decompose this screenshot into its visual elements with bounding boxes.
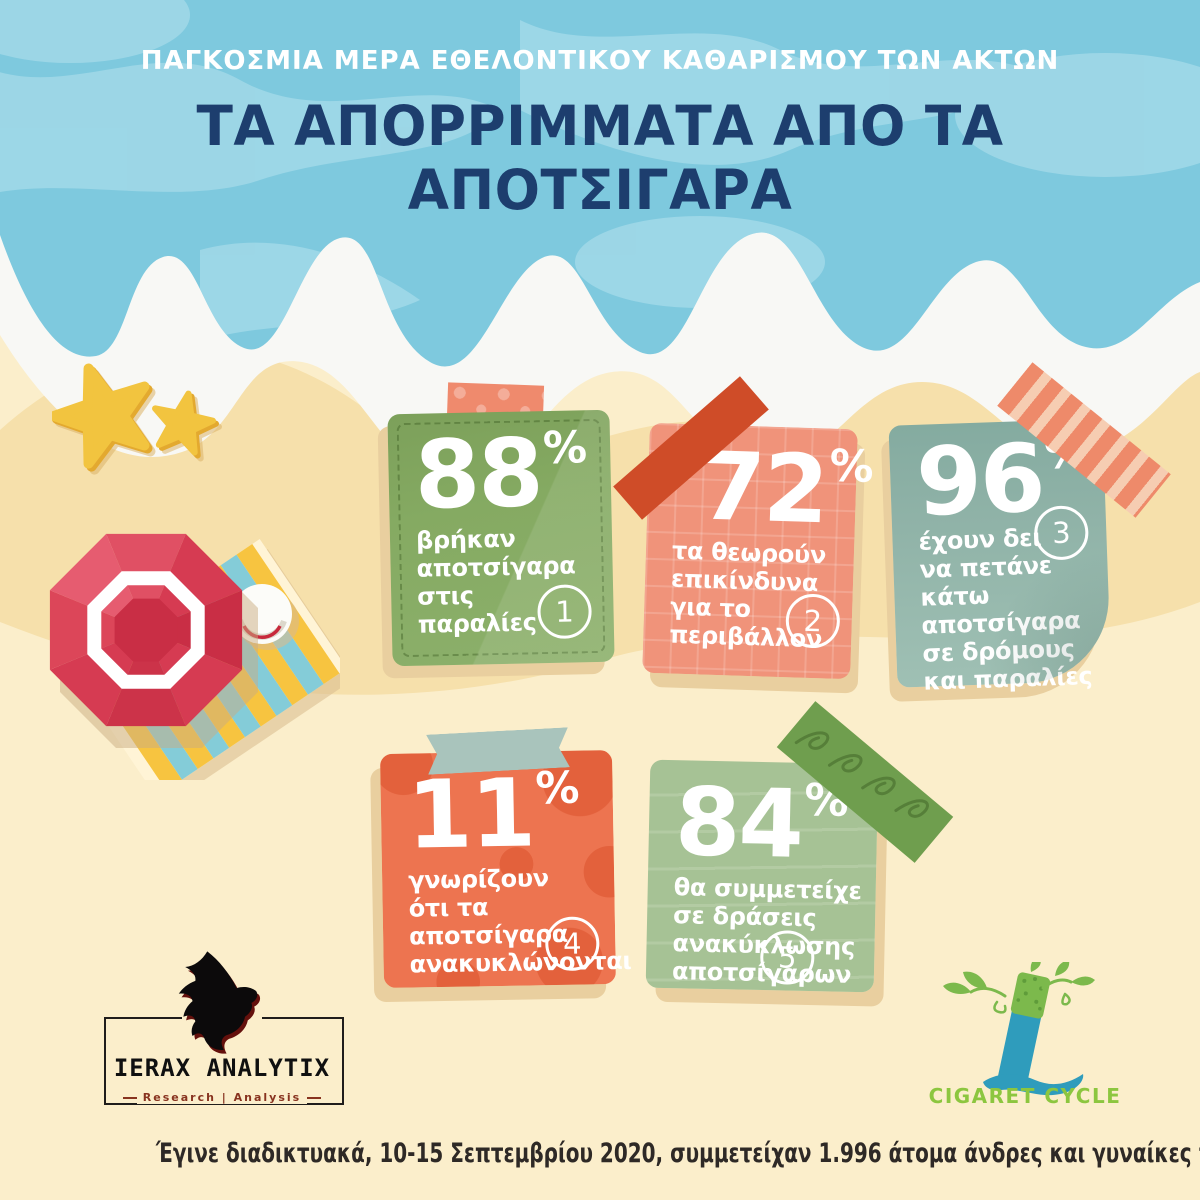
cigarette-plant-icon bbox=[943, 962, 1095, 1096]
ierax-logo-name: IERAX ANALYTIX bbox=[113, 1054, 331, 1082]
methodology-note: Έγινε διαδικτυακά, 10-15 Σεπτεμβρίου 202… bbox=[156, 1138, 1200, 1169]
sprout-leaves bbox=[943, 962, 1095, 1014]
stat-note-1: 88% βρήκαν αποτσίγαρα στις παραλίες 1 bbox=[387, 409, 615, 667]
stat-value: 11% bbox=[406, 759, 580, 871]
hawk-icon bbox=[178, 951, 261, 1054]
starfish-large bbox=[52, 363, 156, 475]
tagline-dash-right bbox=[307, 1096, 322, 1099]
washi-tape-ribbon bbox=[426, 727, 570, 774]
beach-scene bbox=[49, 533, 340, 780]
washi-tape-doodle bbox=[776, 701, 954, 863]
poster-title: ΤΑ ΑΠΟΡΡΙΜΜΑΤΑ ΑΠΟ ΤΑ ΑΠΟΤΣΙΓΑΡΑ bbox=[196, 94, 1004, 222]
stat-note-4: 11% γνωρίζουν ότι τα αποτσίγαρα ανακυκλώ… bbox=[379, 749, 632, 989]
poster-subtitle: ΠΑΓΚΟΣΜΙΑ ΜΕΡΑ ΕΘΕΛΟΝΤΙΚΟΥ ΚΑΘΑΡΙΣΜΟΥ ΤΩ… bbox=[140, 46, 1060, 76]
ierax-logo-tagline: Research | Analysis bbox=[136, 1091, 308, 1104]
wave-swoosh bbox=[983, 1074, 1084, 1096]
beach-umbrella bbox=[49, 533, 258, 748]
doodle-loops bbox=[794, 731, 929, 818]
starfish-small bbox=[152, 390, 222, 462]
tagline-dash-left bbox=[122, 1096, 137, 1099]
ierax-logo-tagline-row: Research | Analysis bbox=[104, 1091, 340, 1104]
cigaret-cycle-logo-name: CIGARET CYCLE bbox=[928, 1084, 1122, 1108]
starfish-pair bbox=[52, 363, 222, 475]
stat-value: 88% bbox=[413, 419, 588, 531]
